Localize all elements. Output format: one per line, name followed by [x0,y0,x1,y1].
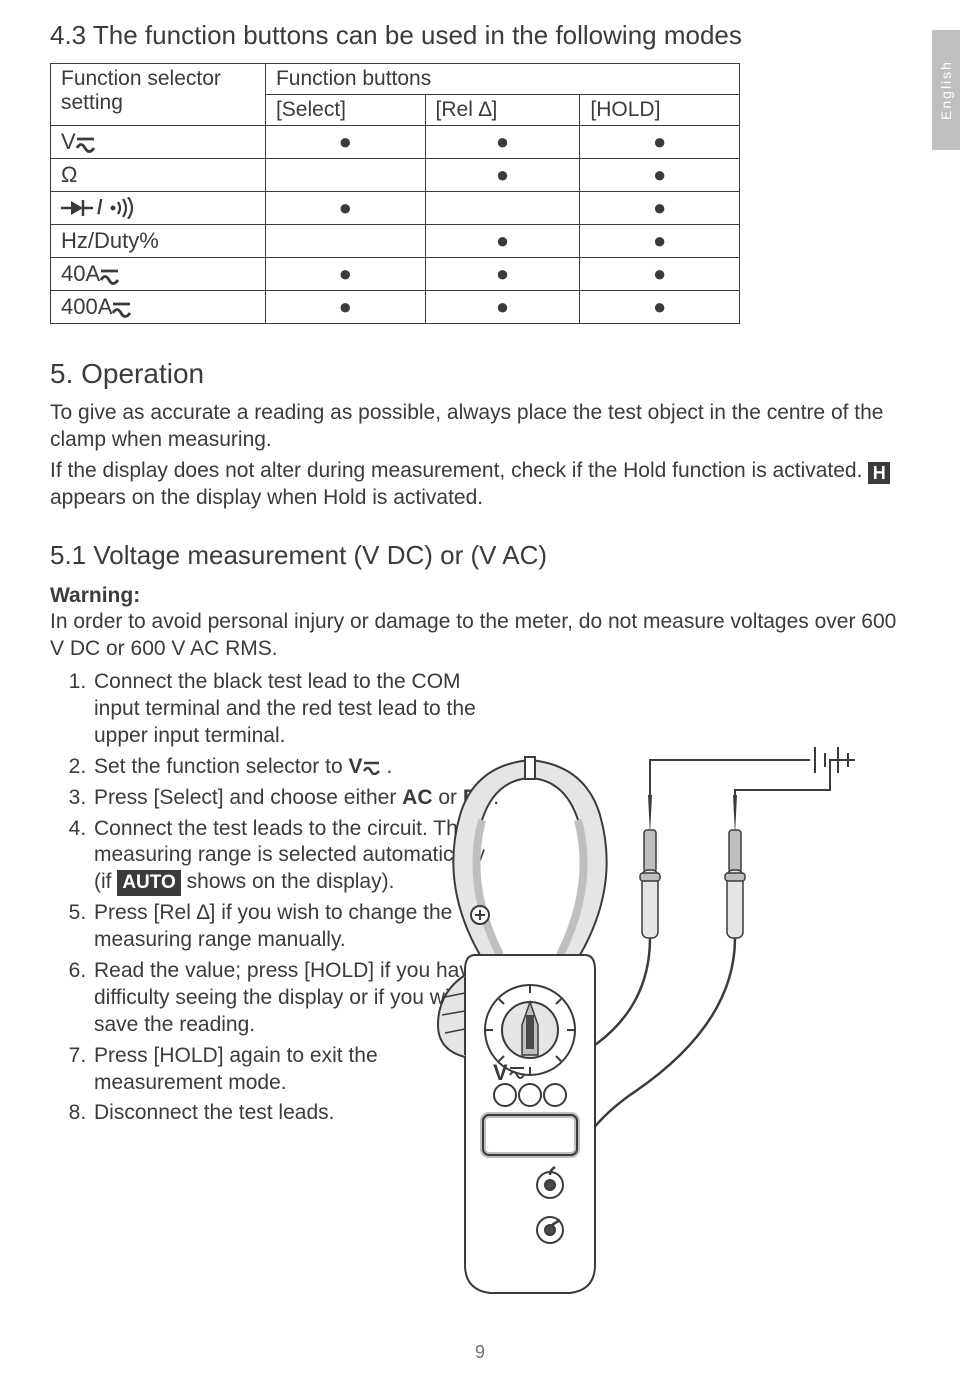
th-rel: [Rel ∆] [425,95,580,126]
cell-rel: ● [425,258,580,291]
th-select: [Select] [265,95,425,126]
svg-text:/: / [97,197,103,219]
th-setting-l2: setting [61,91,123,114]
cell-hold: ● [580,258,740,291]
table-row: 40A●●● [51,258,740,291]
table-row: Hz/Duty% ●● [51,225,740,258]
th-setting-l1: Function selector [61,67,221,90]
cell-select [265,225,425,258]
cell-rel: ● [425,126,580,159]
operation-p2: If the display does not alter during mea… [50,458,905,512]
cell-rel [425,192,580,225]
table-row: Ω ●● [51,159,740,192]
section-5-title: 5. Operation [50,358,905,390]
cell-select [265,159,425,192]
cell-select: ● [265,258,425,291]
table-row: 400A●●● [51,291,740,324]
cell-hold: ● [580,159,740,192]
operation-p1: To give as accurate a reading as possibl… [50,400,905,454]
language-tab: English [932,30,960,150]
warning-text: In order to avoid personal injury or dam… [50,610,896,660]
warning-label: Warning: [50,584,140,607]
cell-hold: ● [580,126,740,159]
row-label: Hz/Duty% [51,225,266,258]
cell-rel: ● [425,159,580,192]
cell-hold: ● [580,192,740,225]
cell-rel: ● [425,225,580,258]
cell-rel: ● [425,291,580,324]
meter-body-icon: V [438,955,595,1293]
language-tab-label: English [938,60,954,120]
cell-select: ● [265,126,425,159]
row-label: / [51,192,266,225]
clamp-jaws-icon [453,757,606,955]
row-label: Ω [51,159,266,192]
step-1: Connect the black test lead to the COM i… [92,669,502,750]
page-number: 9 [0,1342,960,1363]
row-label: 400A [51,291,266,324]
row-label: V [51,126,266,159]
cell-select: ● [265,291,425,324]
table-row: / ● ● [51,192,740,225]
clamp-meter-diagram: V [420,745,910,1305]
cell-hold: ● [580,225,740,258]
function-table: Function selector setting Function butto… [50,63,740,324]
table-row: V●●● [51,126,740,159]
warning-block: Warning: In order to avoid personal inju… [50,583,905,664]
operation-p2b: appears on the display when Hold is acti… [50,486,483,509]
acdc-icon [363,759,387,775]
cell-hold: ● [580,291,740,324]
hold-h-icon: H [868,462,890,484]
cell-select: ● [265,192,425,225]
auto-badge: AUTO [117,870,180,896]
diagram-v-label: V [493,1060,508,1085]
section-4-3-title: 4.3 The function buttons can be used in … [50,20,905,51]
th-hold: [HOLD] [580,95,740,126]
th-buttons: Function buttons [265,64,739,95]
section-5-1-title: 5.1 Voltage measurement (V DC) or (V AC) [50,540,905,571]
operation-p2a: If the display does not alter during mea… [50,459,868,482]
row-label: 40A [51,258,266,291]
